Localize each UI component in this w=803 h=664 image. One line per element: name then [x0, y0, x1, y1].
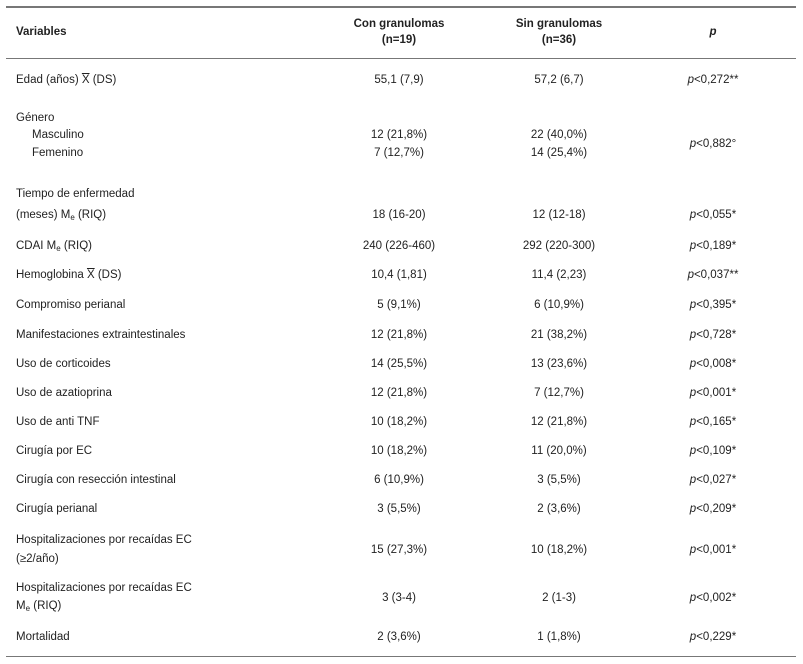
row-label: Mortalidad	[16, 631, 70, 643]
p-value: p<0,001*	[689, 544, 737, 556]
sin-value: 7 (12,7%)	[534, 387, 584, 399]
sin-value: 14 (25,4%)	[530, 147, 588, 159]
con-value: 240 (226-460)	[362, 240, 436, 252]
row-label: Cirugía perianal	[16, 503, 98, 515]
p-value: p<0,027*	[689, 474, 737, 486]
row-sublabel: Femenino	[32, 147, 84, 159]
row-label: Edad (años) X (DS)	[16, 74, 117, 86]
row-label: Uso de corticoides	[16, 358, 111, 370]
sin-value: 11,4 (2,23)	[531, 269, 587, 281]
p-value: p<0,882°	[689, 138, 737, 150]
con-value: 6 (10,9%)	[374, 474, 424, 486]
con-value: 14 (25,5%)	[370, 358, 428, 370]
p-value: p<0,037**	[687, 269, 739, 281]
header-con-n: (n=19)	[381, 34, 417, 46]
sin-value: 6 (10,9%)	[534, 299, 584, 311]
sin-value: 57,2 (6,7)	[534, 74, 584, 86]
con-value: 10 (18,2%)	[370, 416, 428, 428]
row-label: Manifestaciones extraintestinales	[16, 329, 186, 341]
sin-value: 22 (40,0%)	[530, 129, 588, 141]
sin-value: 3 (5,5%)	[537, 474, 581, 486]
p-value: p<0,395*	[689, 299, 737, 311]
sin-value: 21 (38,2%)	[530, 329, 588, 341]
sin-value: 11 (20,0%)	[531, 445, 587, 457]
sin-value: 12 (21,8%)	[530, 416, 588, 428]
row-label: Uso de azatioprina	[16, 387, 112, 399]
row-label: Hemoglobina X (DS)	[16, 269, 122, 281]
header-sin-n: (n=36)	[541, 34, 577, 46]
con-value: 18 (16-20)	[372, 209, 426, 221]
row-sublabel: Masculino	[32, 129, 84, 141]
header-variables: Variables	[16, 26, 67, 38]
p-value: p<0,272**	[687, 74, 739, 86]
header-p: p	[709, 26, 717, 38]
p-value: p<0,189*	[689, 240, 737, 252]
header-sin-title: Sin granulomas	[515, 18, 603, 30]
p-value: p<0,002*	[689, 592, 737, 604]
sin-value: 10 (18,2%)	[530, 544, 588, 556]
con-value: 12 (21,8%)	[370, 129, 428, 141]
row-label: Cirugía con resección intestinal	[16, 474, 176, 486]
con-value: 15 (27,3%)	[370, 544, 428, 556]
row-label: Cirugía por EC	[16, 445, 93, 457]
header-con-title: Con granulomas	[353, 18, 445, 30]
con-value: 10 (18,2%)	[370, 445, 428, 457]
con-value: 12 (21,8%)	[370, 329, 428, 341]
row-label: Hospitalizaciones por recaídas EC	[16, 534, 192, 546]
row-label: Género	[16, 112, 55, 124]
row-label: Hospitalizaciones por recaídas EC	[16, 582, 192, 594]
p-value: p<0,008*	[689, 358, 737, 370]
row-label: (≥2/año)	[16, 553, 59, 565]
table-bottom-border	[6, 656, 796, 657]
sin-value: 12 (12-18)	[532, 209, 586, 221]
con-value: 3 (3-4)	[382, 592, 416, 604]
row-label: Tiempo de enfermedad	[16, 188, 135, 200]
row-label: Compromiso perianal	[16, 299, 126, 311]
p-value: p<0,229*	[689, 631, 737, 643]
header-bottom-border	[6, 58, 796, 59]
sin-value: 2 (1-3)	[542, 592, 576, 604]
con-value: 5 (9,1%)	[377, 299, 421, 311]
p-value: p<0,728*	[689, 329, 737, 341]
table-top-border	[6, 6, 796, 8]
p-value: p<0,209*	[689, 503, 737, 515]
p-value: p<0,055*	[689, 209, 737, 221]
con-value: 55,1 (7,9)	[374, 74, 424, 86]
con-value: 3 (5,5%)	[377, 503, 421, 515]
con-value: 2 (3,6%)	[377, 631, 421, 643]
p-value: p<0,165*	[689, 416, 737, 428]
p-value: p<0,109*	[689, 445, 737, 457]
sin-value: 13 (23,6%)	[530, 358, 588, 370]
sin-value: 1 (1,8%)	[537, 631, 581, 643]
con-value: 10,4 (1,81)	[371, 269, 427, 281]
sin-value: 292 (220-300)	[522, 240, 596, 252]
p-value: p<0,001*	[689, 387, 737, 399]
row-label: Me (RIQ)	[16, 600, 62, 613]
row-label: Uso de anti TNF	[16, 416, 100, 428]
con-value: 12 (21,8%)	[370, 387, 428, 399]
con-value: 7 (12,7%)	[374, 147, 424, 159]
row-label: CDAI Me (RIQ)	[16, 240, 93, 253]
row-label: (meses) Me (RIQ)	[16, 209, 107, 222]
sin-value: 2 (3,6%)	[537, 503, 581, 515]
